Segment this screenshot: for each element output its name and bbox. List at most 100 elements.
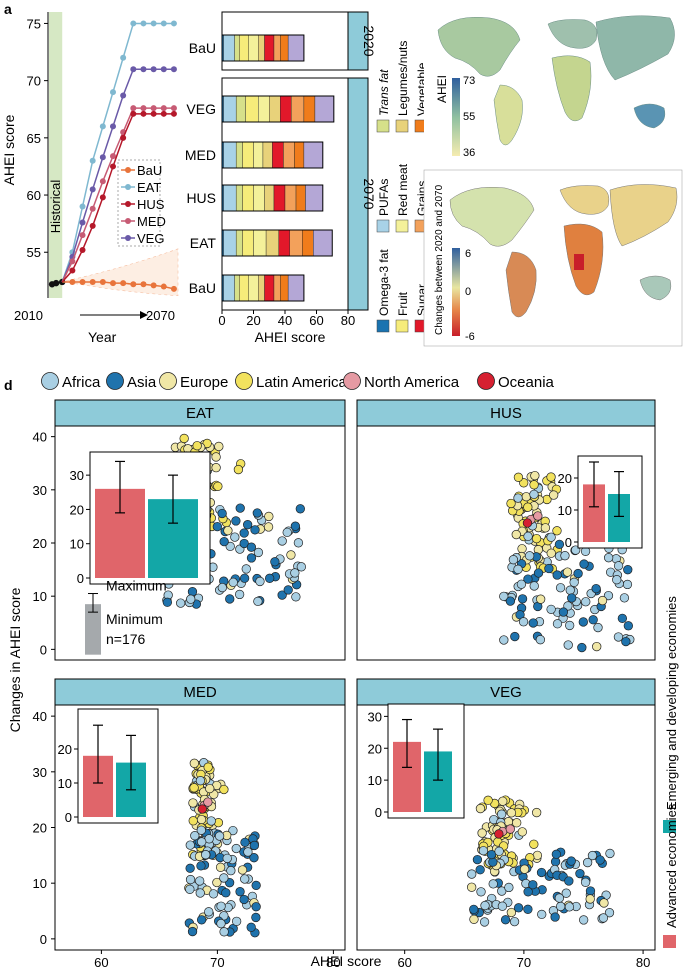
bar-segment xyxy=(265,229,279,257)
scatter-point xyxy=(566,856,576,866)
component-swatch xyxy=(395,119,409,133)
scatter-point xyxy=(197,804,207,814)
scatter-point xyxy=(472,854,483,865)
scatter-point xyxy=(575,868,585,879)
scatter-point xyxy=(221,888,231,898)
summary-maximum-label: Maximum xyxy=(106,578,167,594)
scatter-point xyxy=(250,525,260,535)
series-point-veg xyxy=(170,66,177,73)
scatter-point xyxy=(494,829,504,839)
component-legend: Omega-3 fat PUFAs Trans fat Fruit Red meat Le… xyxy=(376,41,429,333)
bar-x-axis-label: AHEI score xyxy=(255,329,326,345)
series-point-hus xyxy=(140,110,147,117)
inset-bar-emerging xyxy=(608,494,630,542)
scatter-point xyxy=(225,594,235,604)
scatter-point xyxy=(295,504,305,514)
series-point-med xyxy=(150,105,157,112)
bar-segment xyxy=(273,184,286,212)
region-marker xyxy=(106,372,124,390)
series-point-eat xyxy=(120,54,127,61)
bar-segment xyxy=(248,34,259,62)
bar-segment xyxy=(245,95,259,123)
scatter-point xyxy=(186,594,196,604)
bar-segment xyxy=(235,184,243,212)
scatter-point xyxy=(211,452,221,462)
scatter-point xyxy=(291,592,301,602)
series-point-hus xyxy=(150,110,157,117)
scatter-point xyxy=(587,850,598,861)
colorbar-b-tick: 73 xyxy=(463,75,475,87)
series-point-bau xyxy=(110,280,116,287)
scatter-point xyxy=(282,527,292,538)
scatter-point xyxy=(185,874,196,885)
bar-segment xyxy=(280,95,292,123)
year-2020-label: 2020 xyxy=(361,25,377,56)
scatter-point xyxy=(162,597,173,607)
scatter-point xyxy=(179,433,189,444)
scatter-point xyxy=(510,631,520,642)
series-point-bau xyxy=(79,278,86,285)
scatter-point xyxy=(467,882,477,892)
scatter-point xyxy=(605,848,615,859)
europe-region xyxy=(547,19,598,49)
scatter-point xyxy=(500,915,511,925)
scatter-point xyxy=(540,523,551,533)
scatter-point xyxy=(251,912,261,923)
y-tick-label: 70 xyxy=(27,74,41,89)
scatter-point xyxy=(216,918,226,929)
series-point-eat xyxy=(170,20,177,27)
region-marker xyxy=(159,372,177,390)
series-point-med xyxy=(170,105,177,112)
scatter-point xyxy=(188,798,198,808)
bar-segment xyxy=(264,274,275,302)
scatter-point xyxy=(195,888,205,898)
facet-header xyxy=(54,399,346,427)
scatter-point xyxy=(597,595,608,606)
bar-segment xyxy=(223,141,237,169)
scatter-point xyxy=(290,568,300,578)
inset-tick-label: 0 xyxy=(65,810,72,825)
scatter-point xyxy=(585,894,595,904)
scatter-point xyxy=(536,867,547,878)
scatter-point xyxy=(523,531,533,542)
scatter-point xyxy=(277,536,287,546)
north-america-region xyxy=(437,17,521,77)
bar-segment xyxy=(253,184,265,212)
scatter-point xyxy=(296,562,306,572)
series-point-bau xyxy=(130,281,137,288)
bar-segment xyxy=(313,229,333,257)
scatter-point xyxy=(189,783,199,793)
scatter-point xyxy=(581,597,591,607)
bar-segment xyxy=(253,229,267,257)
scatter-point xyxy=(532,807,542,818)
scatter-point xyxy=(531,533,542,544)
bar-outline xyxy=(221,274,305,302)
scatter-point xyxy=(206,816,216,826)
scatter-point xyxy=(554,539,565,550)
bar-segment xyxy=(284,184,297,212)
scatter-point xyxy=(187,926,198,937)
bar-segment xyxy=(262,141,273,169)
change-colorbar: 6 0 -6 xyxy=(452,248,475,343)
bar-outline xyxy=(221,95,335,123)
scatter-point xyxy=(529,839,539,849)
scatter-point xyxy=(483,795,493,805)
scatter-point xyxy=(578,617,588,627)
bar-x-tick-label: 40 xyxy=(278,313,292,328)
x-end-label: 2070 xyxy=(146,308,175,323)
scatter-point xyxy=(613,561,624,571)
bar-segment xyxy=(303,95,316,123)
bar-category-label: HUS xyxy=(186,190,216,206)
component-label: Legumes/nuts xyxy=(396,41,410,116)
scatter-point xyxy=(604,908,615,918)
scatter-point xyxy=(475,803,486,814)
scatter-point xyxy=(240,837,250,848)
legend-marker-med xyxy=(125,218,131,224)
scatter-point xyxy=(505,596,516,606)
series-point-hus xyxy=(99,194,106,201)
scatter-point xyxy=(599,898,609,908)
scatter-point xyxy=(240,874,250,884)
scatter-point xyxy=(188,816,198,826)
ahei-colorbar: 73 55 36 xyxy=(452,75,475,159)
